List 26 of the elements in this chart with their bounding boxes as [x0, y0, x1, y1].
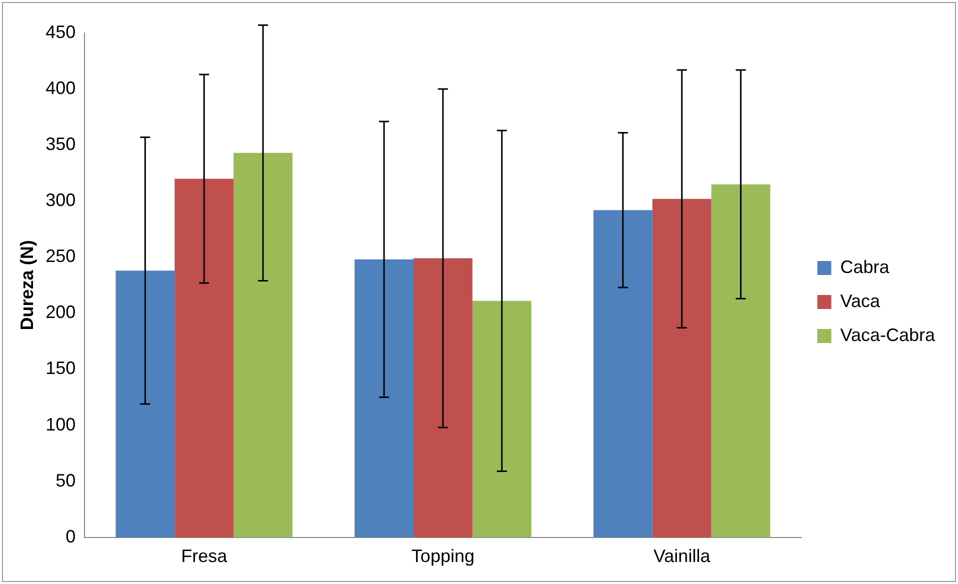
y-tick-label: 200 — [46, 302, 76, 322]
bar — [354, 259, 414, 538]
legend-label: Vaca-Cabra — [840, 324, 936, 345]
bar — [593, 210, 652, 538]
y-tick-label: 400 — [46, 78, 76, 98]
y-axis-title: Dureza (N) — [16, 240, 37, 330]
y-tick-label: 450 — [46, 22, 76, 42]
legend-label: Cabra — [840, 256, 890, 277]
bar — [234, 152, 292, 538]
y-tick-label: 350 — [46, 134, 76, 154]
x-tick-label: Fresa — [181, 546, 228, 566]
y-tick-label: 100 — [46, 414, 76, 434]
x-tick-label: Topping — [411, 546, 474, 566]
bar — [414, 258, 472, 538]
y-tick-label: 150 — [46, 358, 76, 378]
bar — [652, 198, 712, 538]
legend-label: Vaca — [840, 290, 881, 311]
bar — [711, 184, 770, 538]
y-tick-label: 0 — [66, 526, 76, 546]
bar — [472, 300, 532, 538]
x-tick-label: Vainilla — [653, 546, 712, 566]
y-tick-label: 300 — [46, 190, 76, 210]
bar — [174, 178, 234, 538]
y-tick-label: 250 — [46, 246, 76, 266]
y-tick-label: 50 — [56, 470, 76, 490]
bar — [116, 270, 175, 538]
